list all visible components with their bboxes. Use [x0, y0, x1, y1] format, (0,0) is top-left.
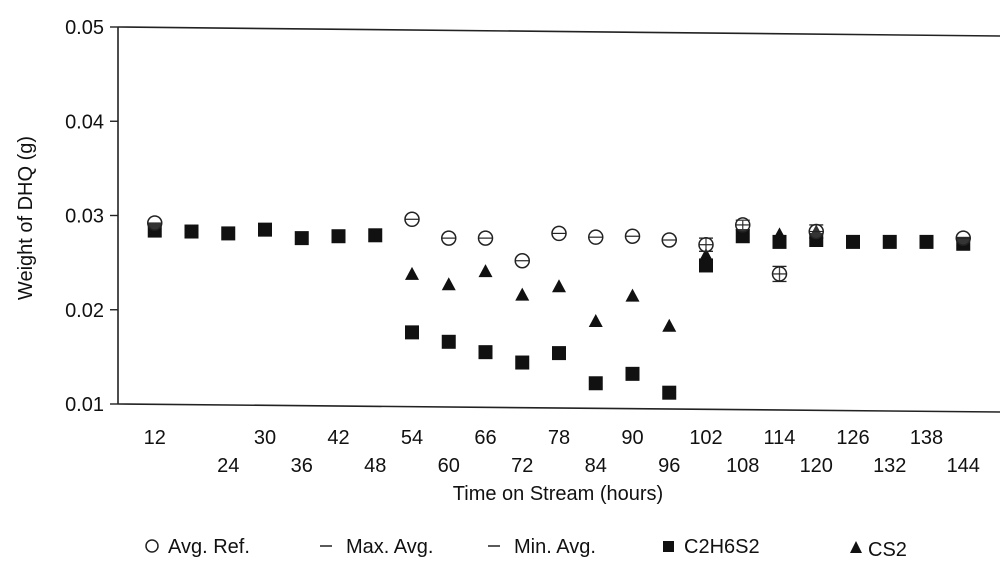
- x-tick-label: 144: [947, 455, 980, 477]
- x-tick-label: 78: [548, 427, 570, 449]
- x-tick-label: 72: [511, 455, 533, 477]
- c2h6s2-point: [735, 229, 750, 244]
- legend-label: CS2: [868, 539, 907, 561]
- x-tick-label: 42: [327, 427, 349, 449]
- c2h6s2-point: [441, 334, 456, 349]
- x-tick-label: 126: [836, 427, 869, 449]
- x-tick-label: 30: [254, 427, 276, 449]
- cs2-point: [405, 266, 419, 280]
- legend-label: C2H6S2: [684, 536, 760, 558]
- legend-square-marker: [663, 541, 674, 552]
- y-tick-label: 0.03: [65, 206, 104, 228]
- c2h6s2-point: [772, 234, 787, 249]
- c2h6s2-point: [405, 325, 419, 340]
- c2h6s2-point: [919, 234, 934, 249]
- y-tick-label: 0.04: [65, 111, 104, 133]
- y-tick-label: 0.02: [65, 300, 104, 322]
- c2h6s2-point: [699, 258, 713, 273]
- c2h6s2-point: [809, 233, 824, 248]
- cs2-point: [588, 314, 603, 328]
- legend-triangle-marker: [850, 541, 862, 553]
- c2h6s2-point: [331, 229, 346, 244]
- x-tick-label: 12: [144, 427, 166, 449]
- cs2-point: [478, 264, 493, 278]
- cs2-point: [625, 288, 640, 302]
- cs2-point: [441, 277, 456, 291]
- legend-item-avg-ref: Avg. Ref.: [145, 536, 250, 558]
- x-tick-label: 120: [800, 455, 833, 477]
- legend: Avg. Ref. Max. Avg. Min. Avg. C2H6S2 CS2: [145, 536, 907, 561]
- cs2-point: [699, 248, 713, 262]
- cs2-point: [662, 318, 677, 332]
- c2h6s2-point: [184, 224, 199, 239]
- data-marks: [147, 211, 971, 400]
- legend-item-min-avg: Min. Avg.: [488, 536, 596, 558]
- x-tick-label: 54: [401, 427, 423, 449]
- c2h6s2-point: [956, 236, 971, 251]
- x-tick-label: 84: [585, 455, 607, 477]
- c2h6s2-point: [846, 234, 860, 249]
- legend-item-cs2: CS2: [850, 539, 907, 561]
- x-tick-label: 24: [217, 455, 239, 477]
- c2h6s2-point: [588, 376, 603, 391]
- y-axis-title: Weight of DHQ (g): [15, 136, 37, 300]
- x-tick-label: 138: [910, 427, 943, 449]
- x-tick-label: 96: [658, 455, 680, 477]
- legend-open-circle-marker: [145, 539, 159, 553]
- x-axis-line: [117, 403, 1000, 413]
- x-tick-label: 60: [438, 455, 460, 477]
- legend-label: Avg. Ref.: [168, 536, 250, 558]
- legend-item-c2h6s2: C2H6S2: [663, 536, 760, 558]
- cs2-point: [552, 279, 566, 293]
- y-tick-label: 0.05: [65, 17, 104, 39]
- y-axis-ticks: 0.01 0.02 0.03 0.04 0.05: [65, 17, 118, 416]
- x-tick-label: 48: [364, 455, 386, 477]
- x-tick-label: 114: [764, 427, 796, 449]
- cs2-point: [515, 287, 530, 301]
- y-tick-label: 0.01: [65, 394, 104, 416]
- c2h6s2-point: [221, 226, 236, 241]
- x-tick-label: 132: [873, 455, 906, 477]
- c2h6s2-point: [294, 231, 309, 246]
- c2h6s2-point: [662, 385, 677, 400]
- c2h6s2-point: [882, 234, 897, 249]
- x-axis-ticks: 12 24 30 36 42 48 54 60 66 72 78 84 90 96 102108114120…: [144, 427, 980, 477]
- c2h6s2-point: [368, 228, 383, 243]
- c2h6s2-point: [552, 346, 566, 361]
- x-tick-label: 36: [291, 455, 313, 477]
- c2h6s2-point: [478, 345, 493, 360]
- c2h6s2-point: [625, 366, 640, 381]
- c2h6s2-point: [258, 222, 272, 237]
- legend-item-max-avg: Max. Avg.: [320, 536, 433, 558]
- plot-top-border: [117, 26, 1000, 37]
- x-axis-title: Time on Stream (hours): [453, 483, 663, 505]
- x-tick-label: 108: [726, 455, 759, 477]
- c2h6s2-point: [515, 355, 530, 370]
- x-tick-label: 66: [474, 427, 496, 449]
- x-tick-label: 102: [689, 427, 722, 449]
- legend-label: Min. Avg.: [514, 536, 596, 558]
- legend-label: Max. Avg.: [346, 536, 433, 558]
- x-tick-label: 90: [621, 427, 643, 449]
